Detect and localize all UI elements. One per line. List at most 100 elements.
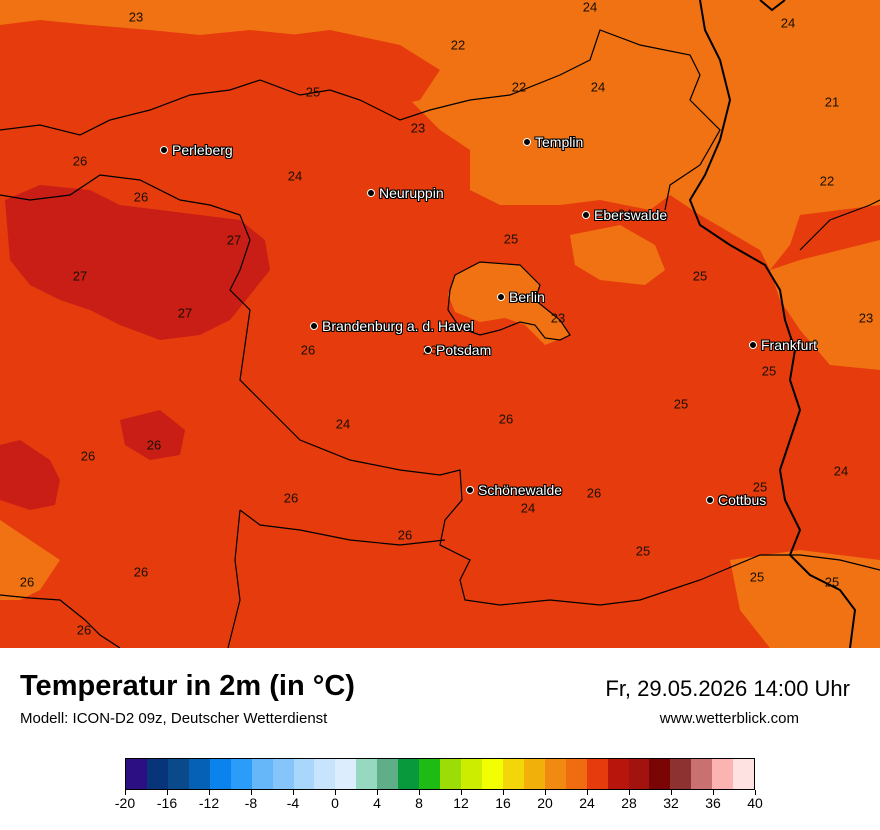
legend-tick-mark <box>419 790 420 795</box>
city-name: Brandenburg a. d. Havel <box>322 318 474 334</box>
legend-tick-label: 4 <box>373 795 381 811</box>
legend-color-segment <box>733 759 755 789</box>
cool-region-north <box>0 0 880 270</box>
city-name: Cottbus <box>718 492 767 508</box>
map-canvas <box>0 0 880 648</box>
legend-color-segment <box>461 759 482 789</box>
state-border-south <box>227 509 446 648</box>
cool-patch-east <box>570 225 665 285</box>
legend-color-segment <box>440 759 461 789</box>
city-dot-icon <box>497 293 505 301</box>
cool-patch-southwest <box>0 520 60 600</box>
city-marker[interactable]: Brandenburg a. d. Havel <box>310 318 474 334</box>
temperature-map[interactable]: 23 24 24 22 22 24 25 21 23 26 24 22 26 24 27 25 27 25 27 23… <box>0 0 880 648</box>
legend-color-segment <box>188 759 210 789</box>
temperature-value-label: 25 <box>503 231 519 247</box>
legend-tick-mark <box>335 790 336 795</box>
legend-tick-mark <box>251 790 252 795</box>
legend-tick-label: 12 <box>453 795 469 811</box>
city-name: Schönewalde <box>478 482 563 498</box>
temperature-value-label: 26 <box>397 527 413 543</box>
temperature-value-label: 26 <box>498 411 514 427</box>
legend-tick-mark <box>545 790 546 795</box>
legend-tick-label: 40 <box>747 795 763 811</box>
temperature-value-label: 23 <box>410 120 426 136</box>
city-marker[interactable]: Frankfurt <box>749 337 817 353</box>
temperature-value-label: 23 <box>858 310 874 326</box>
legend-color-segment <box>502 759 524 789</box>
temperature-value-label: 25 <box>761 363 777 379</box>
legend-tick-label: 32 <box>663 795 679 811</box>
legend-color-segment <box>356 759 378 789</box>
national-border-poland <box>688 0 857 648</box>
map-footer: Temperatur in 2m (in °C) Modell: ICON-D2… <box>0 648 880 830</box>
legend-tick-label: -16 <box>156 795 178 811</box>
legend-color-segment <box>126 759 147 789</box>
city-dot-icon <box>367 189 375 197</box>
city-marker[interactable]: Berlin <box>497 289 545 305</box>
temperature-value-label: 26 <box>146 437 162 453</box>
temperature-value-label: 24 <box>590 79 606 95</box>
city-dot-icon <box>523 138 531 146</box>
state-border-brandenburg <box>0 29 721 211</box>
temperature-value-label: 25 <box>692 268 708 284</box>
city-dot-icon <box>310 322 318 330</box>
legend-tick-label: 20 <box>537 795 553 811</box>
city-dot-icon <box>160 146 168 154</box>
legend-color-segment <box>481 759 503 789</box>
temperature-value-label: 26 <box>133 189 149 205</box>
temperature-value-label: 25 <box>749 569 765 585</box>
temperature-value-label: 25 <box>305 84 321 100</box>
legend-color-segment <box>670 759 692 789</box>
temperature-value-label: 24 <box>780 15 796 31</box>
city-marker[interactable]: Templin <box>523 134 583 150</box>
legend-tick-label: 28 <box>621 795 637 811</box>
legend-tick-mark <box>125 790 126 795</box>
temperature-value-label: 24 <box>335 416 351 432</box>
temperature-value-label: 27 <box>226 232 242 248</box>
temperature-value-label: 22 <box>450 37 466 53</box>
city-marker[interactable]: Eberswalde <box>582 207 667 223</box>
temperature-value-label: 26 <box>133 564 149 580</box>
legend-color-segment <box>167 759 189 789</box>
legend-tick-mark <box>167 790 168 795</box>
city-marker[interactable]: Neuruppin <box>367 185 444 201</box>
forecast-datetime: Fr, 29.05.2026 14:00 Uhr <box>605 676 850 701</box>
temperature-value-label: 26 <box>300 342 316 358</box>
city-marker[interactable]: Perleberg <box>160 142 233 158</box>
legend-color-segment <box>565 759 587 789</box>
legend-tick-mark <box>293 790 294 795</box>
legend-tick-mark <box>377 790 378 795</box>
city-dot-icon <box>706 496 714 504</box>
temperature-value-label: 26 <box>80 448 96 464</box>
temperature-value-label: 26 <box>76 622 92 638</box>
cool-patch-southeast <box>730 550 880 648</box>
legend-tick-mark <box>713 790 714 795</box>
legend-color-segment <box>230 759 252 789</box>
city-marker[interactable]: Schönewalde <box>466 482 562 498</box>
city-marker[interactable]: Potsdam <box>424 342 491 358</box>
city-marker[interactable]: Cottbus <box>706 492 766 508</box>
legend-tick-label: 24 <box>579 795 595 811</box>
legend-tick-label: 36 <box>705 795 721 811</box>
state-border-southwest <box>0 594 121 648</box>
legend-color-segment <box>314 759 336 789</box>
temperature-value-label: 23 <box>550 310 566 326</box>
legend-tick-mark <box>503 790 504 795</box>
temperature-value-label: 23 <box>128 9 144 25</box>
temperature-value-label: 24 <box>287 168 303 184</box>
temperature-value-label: 26 <box>72 153 88 169</box>
legend-color-segment <box>335 759 357 789</box>
hot-region-west <box>5 185 270 340</box>
legend-tick-mark <box>755 790 756 795</box>
legend-color-segment <box>607 759 629 789</box>
city-name: Eberswalde <box>594 207 668 223</box>
temperature-value-label: 26 <box>19 574 35 590</box>
temperature-value-label: 24 <box>582 0 598 15</box>
city-name: Neuruppin <box>379 185 444 201</box>
temperature-value-label: 24 <box>833 463 849 479</box>
temperature-value-label: 22 <box>819 173 835 189</box>
legend-tick-mark <box>209 790 210 795</box>
website-link[interactable]: www.wetterblick.com <box>659 710 799 727</box>
city-name: Frankfurt <box>761 337 818 353</box>
